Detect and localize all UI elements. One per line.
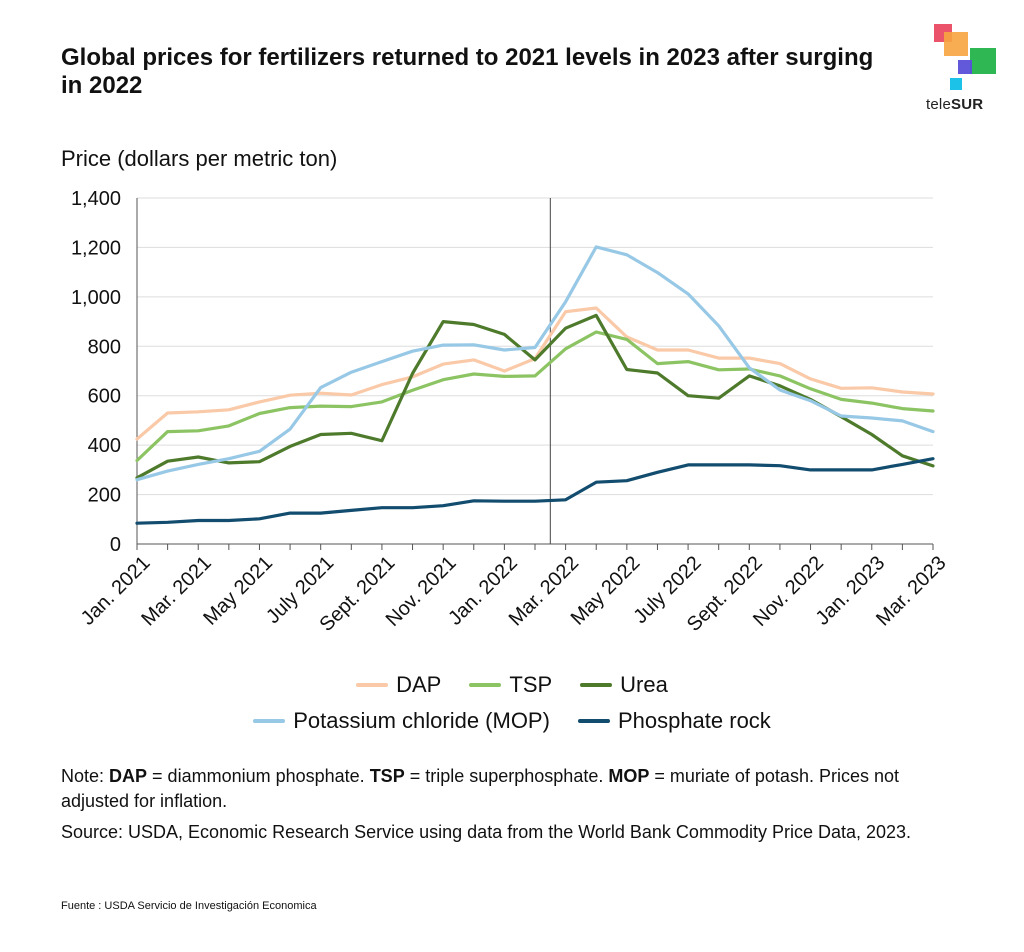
legend-item: Urea: [580, 672, 668, 698]
legend-item: Potassium chloride (MOP): [253, 708, 550, 734]
y-tick-label: 600: [88, 386, 121, 408]
note-tsp-def: = triple superphosphate.: [404, 766, 609, 786]
legend-label: DAP: [396, 672, 442, 697]
series-line-phosphate-rock: [135, 457, 935, 525]
legend-item: Phosphate rock: [577, 708, 771, 734]
y-tick-label: 1,400: [71, 188, 121, 210]
y-tick-label: 800: [88, 336, 121, 358]
series-line-dap: [135, 306, 935, 441]
telesur-logo-text: teleSUR: [926, 96, 983, 113]
legend-label: TSP: [509, 672, 553, 697]
legend-row-1: DAP TSP Urea: [0, 672, 1024, 698]
series-line-urea: [135, 313, 935, 480]
legend-swatch: [253, 719, 286, 723]
note-mop: MOP: [608, 766, 650, 786]
legend-swatch: [469, 683, 502, 687]
legend-label: Phosphate rock: [617, 708, 771, 733]
logo-text-b: SUR: [951, 96, 984, 113]
legend-swatch: [580, 683, 613, 687]
source-text: Source: USDA, Economic Research Service …: [61, 822, 912, 842]
y-tick-label: 200: [88, 485, 121, 507]
y-tick-label: 1,200: [71, 237, 121, 259]
legend-row-2: Potassium chloride (MOP) Phosphate rock: [0, 708, 1024, 734]
y-tick-label: 1,000: [71, 287, 121, 309]
legend-swatch: [356, 683, 389, 687]
telesur-logo-icon: [934, 24, 996, 90]
note-dap: DAP: [109, 766, 148, 786]
legend-swatch: [577, 719, 610, 723]
series-line-potassium-chloride-mop: [135, 245, 935, 482]
legend-item: TSP: [469, 672, 552, 698]
legend-label: Urea: [620, 672, 668, 697]
y-axis-title: Price (dollars per metric ton): [61, 146, 338, 171]
note-text: Note: DAP = diammonium phosphate. TSP = …: [61, 764, 941, 814]
chart-title: Global prices for fertilizers returned t…: [61, 44, 874, 99]
y-tick-label: 400: [88, 435, 121, 457]
note-tsp: TSP: [369, 766, 405, 786]
note-mop-def: = muriate of potash. Prices not adjusted…: [61, 766, 899, 811]
legend-label: Potassium chloride (MOP): [293, 708, 550, 733]
series-line-tsp: [135, 330, 935, 463]
legend-item: DAP: [356, 672, 441, 698]
note-prefix: Note:: [61, 766, 110, 786]
logo-text-a: tele: [926, 96, 951, 113]
y-tick-label: 0: [110, 534, 121, 556]
note-dap-def: = diammonium phosphate.: [147, 766, 370, 786]
footer-source: Fuente : USDA Servicio de Investigación …: [61, 900, 317, 912]
